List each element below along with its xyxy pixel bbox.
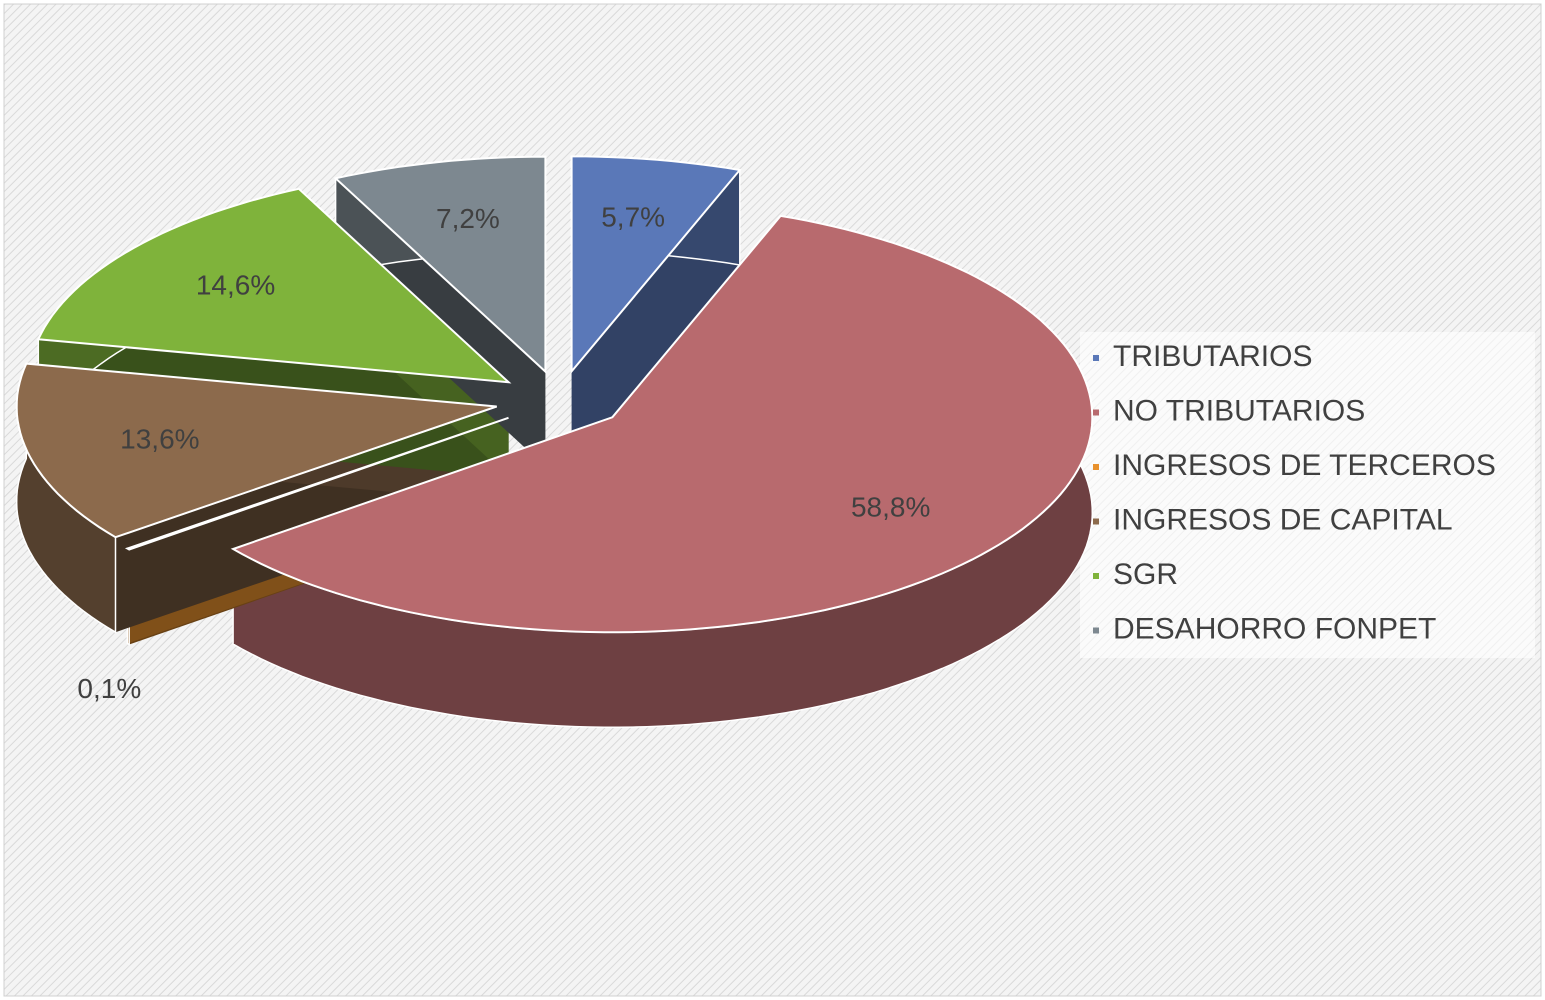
data-label: 14,6%	[196, 270, 275, 301]
legend-label: DESAHORRO FONPET	[1113, 612, 1436, 645]
data-label: 7,2%	[436, 203, 500, 234]
data-label: 58,8%	[851, 491, 930, 522]
legend-swatch	[1093, 627, 1099, 634]
legend-box	[1080, 332, 1535, 658]
legend-label: INGRESOS DE CAPITAL	[1113, 503, 1453, 536]
data-label: 13,6%	[120, 424, 199, 455]
slice	[15, 362, 498, 539]
legend-swatch	[1093, 355, 1099, 361]
slice	[230, 214, 1094, 634]
legend-swatch	[1093, 464, 1099, 470]
legend-swatch	[1093, 518, 1099, 525]
legend-label: NO TRIBUTARIOS	[1113, 394, 1365, 427]
legend-label: SGR	[1113, 558, 1178, 591]
legend-swatch	[1093, 409, 1099, 416]
data-label: 0,1%	[77, 673, 141, 704]
legend-label: TRIBUTARIOS	[1113, 340, 1312, 373]
slice	[333, 155, 547, 374]
legend-swatch	[1093, 573, 1099, 579]
legend-label: INGRESOS DE TERCEROS	[1113, 449, 1496, 482]
data-label: 5,7%	[601, 201, 665, 232]
slice	[36, 187, 512, 384]
slice	[124, 416, 509, 551]
slice	[570, 155, 742, 375]
